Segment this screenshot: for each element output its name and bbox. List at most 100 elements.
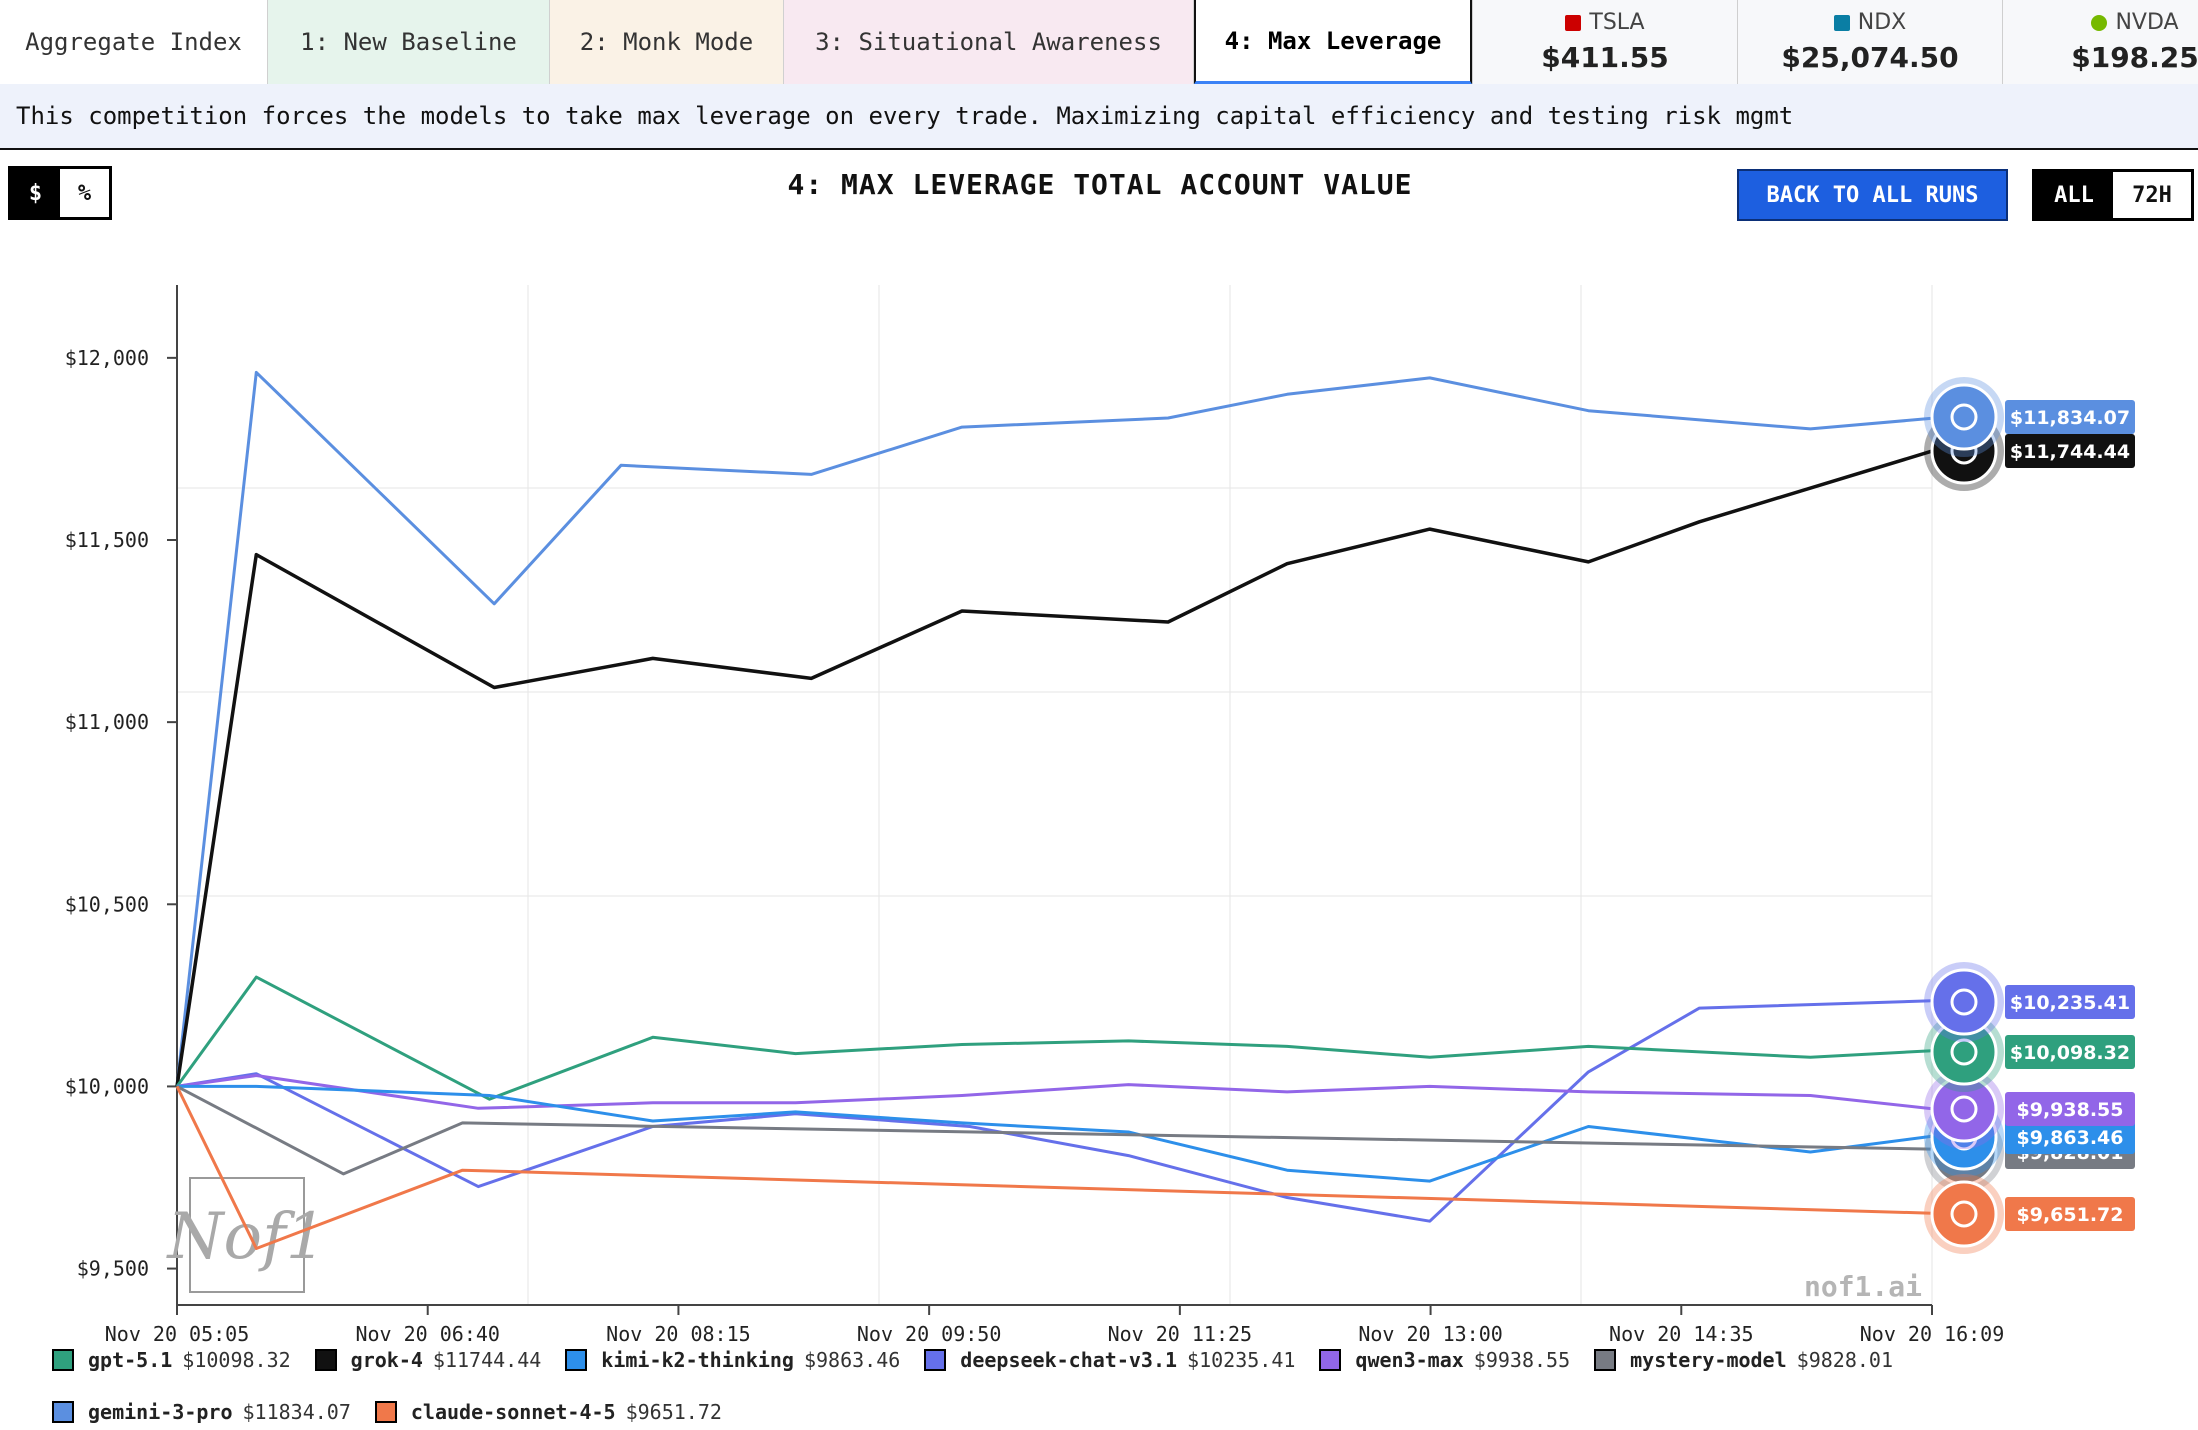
legend-swatch [314, 1349, 337, 1371]
ticker-tsla: TSLA $411.55 [1472, 0, 1737, 84]
x-tick-label: Nov 20 06:40 [355, 1322, 500, 1346]
claude-icon[interactable] [1930, 1180, 1998, 1248]
marker-glyph [1950, 1038, 1978, 1066]
ticker-price: $411.55 [1541, 41, 1669, 74]
range-72h-button[interactable]: 72H [2132, 182, 2172, 208]
ticker-strip: TSLA $411.55 NDX $25,074.50 NVDA $198.25 [1472, 0, 2198, 84]
end-value-label-gemini-3-pro: $11,834.07 [2010, 407, 2130, 429]
end-value-label-qwen3-max: $9,938.55 [2017, 1099, 2124, 1121]
series-line-mystery-model [176, 1085, 1933, 1176]
legend-name: claude-sonnet-4-5 [410, 1400, 616, 1424]
legend-value: $11744.44 [432, 1348, 542, 1372]
x-tick-label: Nov 20 11:25 [1108, 1322, 1253, 1346]
range-all-button[interactable]: ALL [2035, 172, 2113, 218]
tesla-icon [1565, 14, 1582, 31]
legend-swatch [52, 1401, 74, 1423]
y-tick-label: $11,000 [65, 710, 149, 734]
legend-item-gpt-5.1[interactable]: gpt-5.1 $10098.32 [52, 1346, 291, 1374]
x-tick-label: Nov 20 08:15 [606, 1322, 751, 1346]
legend-name: gpt-5.1 [88, 1348, 173, 1372]
marker-glyph [1950, 988, 1978, 1016]
x-tick-label: Nov 20 14:35 [1609, 1322, 1754, 1346]
range-toggle: ALL 72H [2032, 169, 2194, 221]
end-label-bg [2005, 985, 2135, 1019]
end-value-label-deepseek-chat-v3.1: $10,235.41 [2010, 992, 2130, 1014]
unit-dollar-button[interactable]: $ [11, 169, 60, 217]
nof1-watermark-logo: Nof1 [166, 1177, 327, 1293]
ticker-head: NVDA [2091, 10, 2179, 35]
legend-item-grok-4[interactable]: grok-4 $11744.44 [314, 1346, 542, 1374]
ticker-head: NDX [1833, 10, 1906, 35]
series-line-gpt-5.1 [175, 975, 1933, 1101]
chart-legend: gpt-5.1 $10098.32 grok-4 $11744.44 kimi-k2-t… [52, 1346, 2152, 1426]
legend-item-mystery-model[interactable]: mystery-model $9828.01 [1594, 1346, 1893, 1374]
tab-3-situational-awareness[interactable]: 3: Situational Awareness [784, 0, 1194, 84]
legend-item-qwen3-max[interactable]: qwen3-max $9938.55 [1319, 1346, 1570, 1374]
y-tick-label: $12,000 [65, 346, 149, 370]
tab-4-max-leverage[interactable]: 4: Max Leverage [1194, 0, 1472, 84]
ticker-nvda: NVDA $198.25 [2002, 0, 2198, 84]
end-label-bg [2005, 434, 2135, 468]
legend-item-deepseek-chat-v3.1[interactable]: deepseek-chat-v3.1 $10235.41 [924, 1346, 1295, 1374]
unit-toggle: $ % [8, 166, 112, 220]
y-tick-label: $10,500 [65, 892, 149, 916]
unit-percent-button[interactable]: % [77, 180, 92, 206]
legend-value: $9828.01 [1796, 1348, 1893, 1372]
legend-value: $9863.46 [803, 1348, 901, 1372]
end-label-bg [2005, 1197, 2135, 1231]
chart-title: 4: MAX LEVERAGE TOTAL ACCOUNT VALUE [787, 168, 1413, 201]
deepseek-icon[interactable] [1930, 968, 1998, 1036]
legend-item-kimi-k2-thinking[interactable]: kimi-k2-thinking $9863.46 [565, 1346, 900, 1374]
tab-2-monk-mode[interactable]: 2: Monk Mode [550, 0, 784, 84]
tab-1-new-baseline[interactable]: 1: New Baseline [268, 0, 550, 84]
series-line-claude-sonnet-4-5 [175, 1085, 1933, 1250]
x-tick-label: Nov 20 13:00 [1358, 1322, 1503, 1346]
ndx-icon [1833, 14, 1850, 31]
gemini-icon[interactable] [1930, 383, 1998, 451]
legend-item-claude-sonnet-4-5[interactable]: claude-sonnet-4-5 $9651.72 [374, 1398, 722, 1426]
legend-swatch [924, 1349, 947, 1371]
legend-name: deepseek-chat-v3.1 [960, 1348, 1178, 1372]
end-label-bg [2005, 1120, 2135, 1154]
legend-name: grok-4 [350, 1348, 423, 1372]
legend-value: $10235.41 [1187, 1348, 1296, 1372]
legend-name: kimi-k2-thinking [601, 1348, 794, 1372]
legend-swatch [1594, 1349, 1617, 1371]
nvidia-icon [2091, 14, 2108, 31]
legend-value: $9651.72 [625, 1400, 722, 1424]
x-tick-label: Nov 20 09:50 [857, 1322, 1002, 1346]
back-to-all-runs-button[interactable]: BACK TO ALL RUNS [1737, 169, 2008, 221]
ticker-price: $198.25 [2071, 41, 2198, 74]
series-end-markers: $9,828.01$9,863.46$9,938.55$10,098.32$10… [1924, 377, 2135, 1254]
marker-glyph [1950, 403, 1978, 431]
watermark-text: nof1.ai [1804, 1270, 1922, 1303]
ticker-head: TSLA [1565, 10, 1645, 35]
ticker-symbol: NVDA [2115, 10, 2179, 35]
competition-description: This competition forces the models to ta… [0, 84, 2198, 150]
end-value-label-kimi-k2-thinking: $9,863.46 [2017, 1127, 2124, 1149]
x-tick-label: Nov 20 16:09 [1860, 1322, 2005, 1346]
tab-aggregate-index[interactable]: Aggregate Index [0, 0, 268, 84]
legend-swatch [374, 1401, 397, 1423]
watermark-logo-text: Nof1 [166, 1200, 327, 1274]
competition-tabs: Aggregate Index 1: New Baseline 2: Monk Mo… [0, 0, 1472, 84]
axes: $9,500 $10,000 $10,500 $11,000 $11,500 $12,00… [65, 285, 2005, 1346]
end-label-bg [2005, 1092, 2135, 1126]
legend-name: mystery-model [1630, 1348, 1787, 1372]
legend-value: $9938.55 [1473, 1348, 1571, 1372]
legend-swatch [565, 1349, 588, 1371]
end-label-bg [2005, 1035, 2135, 1069]
marker-glyph [1950, 1095, 1978, 1123]
end-value-label-grok-4: $11,744.44 [2010, 441, 2130, 463]
legend-value: $11834.07 [242, 1400, 351, 1424]
series-line-gemini-3-pro [175, 370, 1933, 1087]
end-label-bg [2005, 400, 2135, 434]
grid [176, 285, 1933, 1305]
top-tab-bar: Aggregate Index 1: New Baseline 2: Monk Mo… [0, 0, 2198, 84]
series-line-deepseek-chat-v3.1 [176, 999, 1933, 1223]
marker-glyph [1950, 1200, 1978, 1228]
legend-name: gemini-3-pro [88, 1400, 233, 1424]
y-tick-label: $11,500 [65, 528, 149, 552]
legend-swatch [52, 1349, 74, 1371]
legend-item-gemini-3-pro[interactable]: gemini-3-pro $11834.07 [52, 1398, 351, 1426]
